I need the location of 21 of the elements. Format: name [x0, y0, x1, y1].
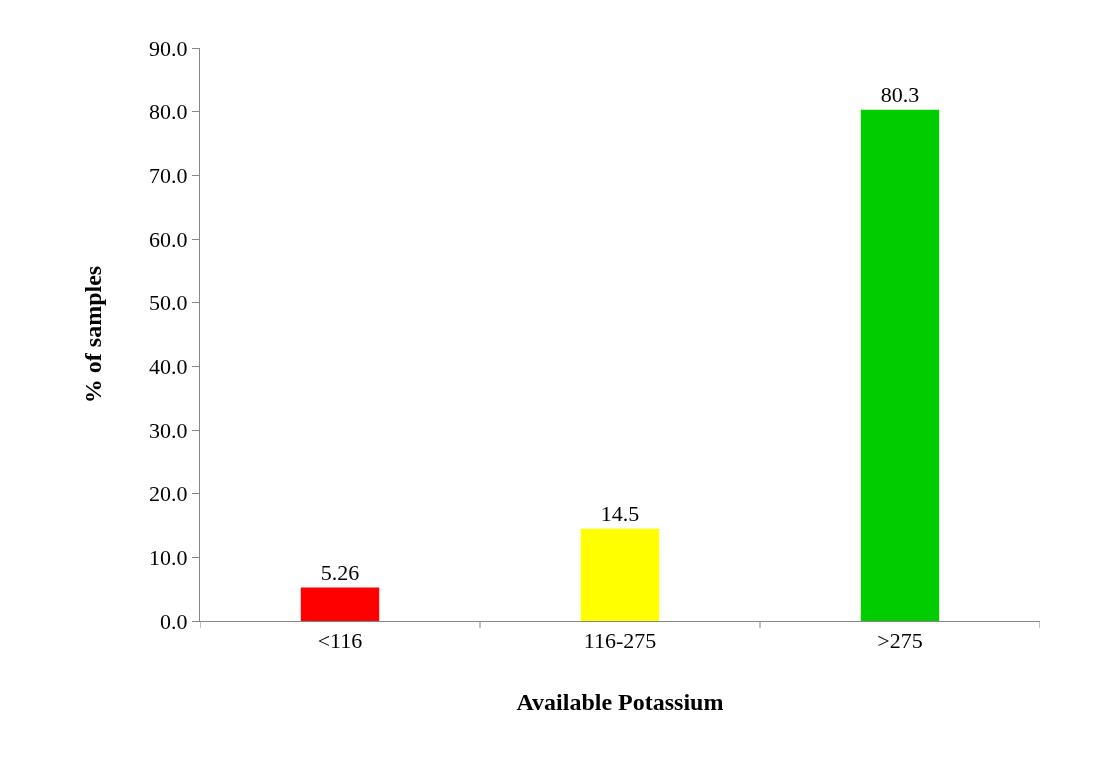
bar — [860, 109, 940, 621]
x-tick-label: >275 — [877, 628, 923, 654]
data-label: 14.5 — [600, 500, 640, 526]
bar — [580, 528, 660, 621]
x-axis-title: Available Potassium — [516, 688, 724, 715]
y-tick-label: 20.0 — [149, 481, 188, 507]
y-tick-label: 90.0 — [149, 35, 188, 61]
y-tick-label: 60.0 — [149, 226, 188, 252]
x-tick-label: <116 — [317, 628, 363, 654]
y-tick-label: 70.0 — [149, 163, 188, 189]
data-label: 5.26 — [320, 559, 360, 585]
y-tick-label: 10.0 — [149, 545, 188, 571]
y-tick-label: 30.0 — [149, 417, 188, 443]
bar — [300, 587, 380, 621]
y-tick-label: 0.0 — [160, 608, 188, 634]
x-tick-label: 116-275 — [583, 628, 657, 654]
y-tick-label: 40.0 — [149, 354, 188, 380]
y-axis-title: % of samples — [80, 265, 107, 404]
y-tick-label: 50.0 — [149, 290, 188, 316]
y-tick-label: 80.0 — [149, 99, 188, 125]
data-label: 80.3 — [880, 81, 920, 107]
